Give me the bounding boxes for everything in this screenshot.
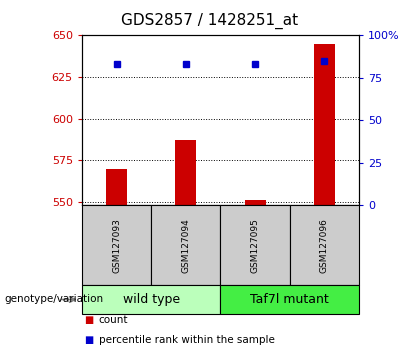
- Text: percentile rank within the sample: percentile rank within the sample: [99, 335, 275, 345]
- Text: GSM127096: GSM127096: [320, 218, 329, 273]
- Text: GSM127094: GSM127094: [181, 218, 190, 273]
- Bar: [245, 200, 265, 205]
- Text: ■: ■: [84, 315, 93, 325]
- Text: GSM127095: GSM127095: [251, 218, 260, 273]
- Text: wild type: wild type: [123, 293, 180, 306]
- Text: genotype/variation: genotype/variation: [4, 295, 103, 304]
- Bar: [314, 44, 335, 205]
- Text: Taf7l mutant: Taf7l mutant: [250, 293, 329, 306]
- Bar: [176, 140, 196, 205]
- Text: count: count: [99, 315, 128, 325]
- Bar: [106, 169, 127, 205]
- Text: GDS2857 / 1428251_at: GDS2857 / 1428251_at: [121, 12, 299, 29]
- Text: GSM127093: GSM127093: [112, 218, 121, 273]
- Text: ■: ■: [84, 335, 93, 345]
